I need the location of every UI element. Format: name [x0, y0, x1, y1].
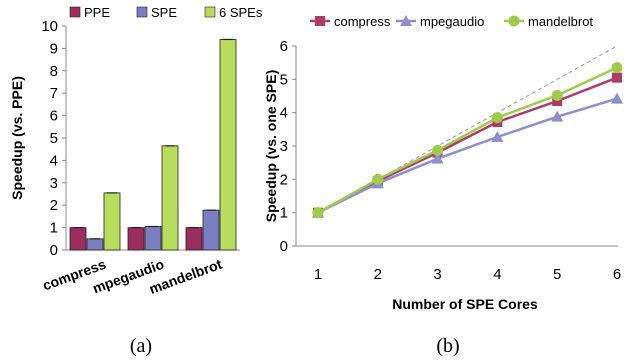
legend-marker-mandelbrot: [508, 15, 520, 27]
legend-swatch-spe: [136, 6, 148, 18]
bar-6-spes-mandelbrot: [219, 39, 237, 251]
y-tick-label-a: 5: [50, 130, 58, 147]
y-tick-label-a: 4: [50, 152, 58, 169]
legend-label-mpegaudio: mpegaudio: [420, 14, 484, 29]
bar-ppe-compress: [69, 227, 87, 251]
y-tick-label-a: 0: [50, 242, 58, 259]
point-compress-5: [552, 96, 563, 106]
point-mpegaudio-3: [431, 152, 444, 164]
series-line-compress: [317, 76, 618, 214]
bar-6-spes-compress: [103, 192, 121, 251]
bar-spe-mandelbrot: [202, 209, 220, 251]
point-mandelbrot-1: [312, 207, 324, 219]
bar-6-spes-mpegaudio: [161, 145, 179, 251]
y-tick-label-b: 6: [280, 38, 288, 55]
legend-label-compress: compress: [334, 14, 391, 29]
legend-label-mandelbrot: mandelbrot: [528, 14, 593, 29]
y-tick-label-a: 1: [50, 220, 58, 237]
x-tick-label-b: 5: [553, 266, 561, 283]
y-tick-label-b: 1: [280, 205, 288, 222]
legend-label-spe: SPE: [151, 5, 177, 20]
point-mpegaudio-5: [551, 110, 564, 122]
y-tick-label-b: 3: [280, 138, 288, 155]
legend-label-6-spes: 6 SPEs: [219, 5, 263, 20]
x-tick-label-b: 3: [433, 266, 441, 283]
y-tick-label-a: 9: [50, 40, 58, 57]
x-tick-label-b: 2: [374, 266, 382, 283]
y-tick-label-a: 7: [50, 85, 58, 102]
series-line-mandelbrot: [317, 66, 618, 214]
y-tick-label-a: 2: [50, 197, 58, 214]
point-mandelbrot-2: [372, 173, 384, 185]
bar-ppe-mpegaudio: [127, 227, 145, 251]
caption-b: (b): [436, 335, 459, 357]
y-tick-label-b: 0: [280, 238, 288, 255]
point-mandelbrot-3: [432, 144, 444, 156]
caption-a: (a): [130, 335, 152, 357]
series-line-mpegaudio: [317, 97, 618, 214]
y-tick-label-a: 10: [41, 18, 58, 35]
bar-spe-mpegaudio: [144, 226, 162, 251]
y-tick-label-a: 6: [50, 108, 58, 125]
y-tick-label-a: 3: [50, 175, 58, 192]
point-mpegaudio-4: [491, 131, 504, 142]
y-tick-label-b: 5: [280, 71, 288, 88]
y-tick-label-b: 4: [280, 105, 288, 122]
point-mpegaudio-6: [611, 92, 623, 104]
bar-ppe-mandelbrot: [185, 227, 203, 251]
legend-marker-compress: [315, 16, 325, 26]
point-mandelbrot-4: [491, 112, 503, 124]
y-tick-label-a: 8: [50, 63, 58, 80]
point-mandelbrot-5: [551, 89, 563, 101]
bar-spe-compress: [86, 238, 104, 251]
legend-swatch-ppe: [69, 6, 81, 18]
x-tick-label-b: 1: [314, 266, 322, 283]
x-axis-title-b: Number of SPE Cores: [392, 296, 538, 312]
legend-marker-mpegaudio: [400, 15, 412, 26]
point-mandelbrot-6: [611, 62, 623, 74]
legend-label-ppe: PPE: [84, 5, 110, 20]
y-axis-title-b: Speedup (vs. one SPE): [263, 70, 279, 222]
y-axis-title-a: Speedup (vs. PPE): [9, 76, 25, 200]
y-tick-label-b: 2: [280, 171, 288, 188]
x-tick-label-b: 4: [493, 266, 501, 283]
legend-swatch-6-spes: [204, 6, 216, 18]
point-compress-6: [612, 72, 622, 83]
x-tick-label-b: 6: [613, 266, 621, 283]
